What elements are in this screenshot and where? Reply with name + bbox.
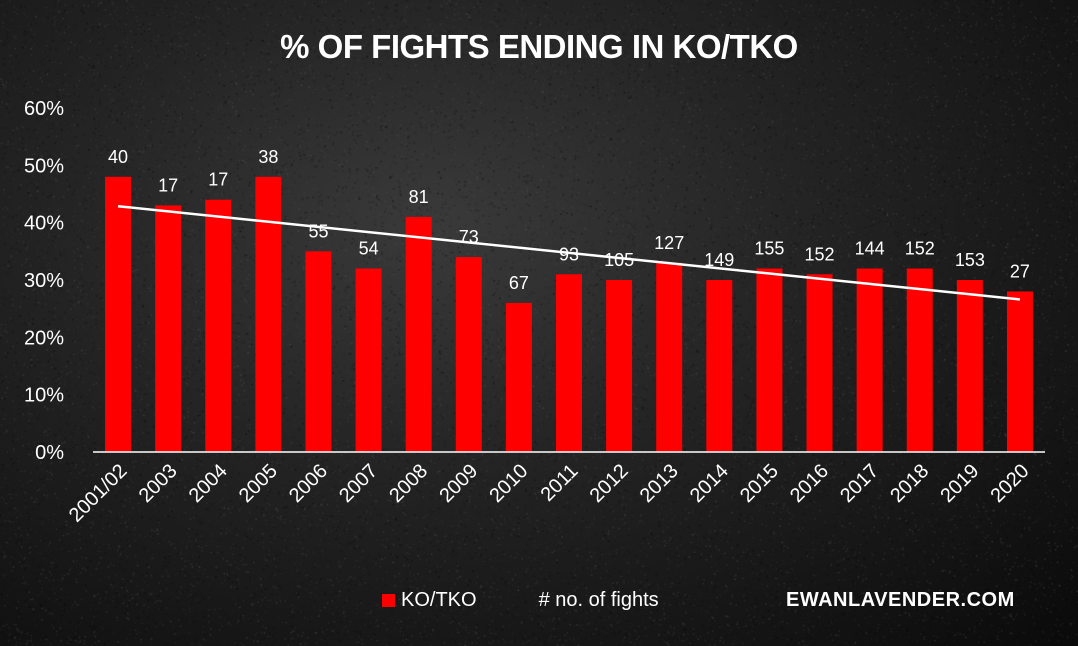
data-label: 40 — [108, 147, 128, 167]
legend-label-ko-tko: KO/TKO — [401, 589, 477, 611]
x-tick-label: 2010 — [485, 460, 532, 507]
legend-label-fight-count: # no. of fights — [538, 589, 659, 611]
site-watermark: EWANLAVENDER.COM — [786, 589, 1015, 611]
x-tick-label: 2012 — [586, 460, 633, 507]
bar — [305, 251, 332, 452]
data-label: 93 — [559, 244, 579, 264]
data-label: 54 — [359, 239, 379, 259]
bar — [405, 216, 432, 452]
y-tick-label: 10% — [24, 385, 64, 407]
bar — [706, 280, 733, 452]
bar — [355, 268, 382, 452]
data-label: 152 — [805, 244, 835, 264]
data-label: 155 — [754, 239, 784, 259]
x-tick-label: 2015 — [736, 460, 783, 507]
data-label: 17 — [158, 175, 178, 195]
x-tick-label: 2001/02 — [65, 460, 132, 527]
bar — [906, 268, 933, 452]
data-label: 27 — [1010, 261, 1030, 281]
data-label: 67 — [509, 273, 529, 293]
data-label: 153 — [955, 250, 985, 270]
x-tick-label: 2018 — [886, 460, 933, 507]
x-tick-label: 2011 — [537, 460, 583, 506]
data-label: 17 — [208, 170, 228, 190]
bar — [455, 257, 482, 452]
chart-title: % OF FIGHTS ENDING IN KO/TKO — [280, 28, 798, 65]
data-label: 105 — [604, 250, 634, 270]
y-tick-label: 60% — [24, 98, 64, 120]
y-tick-label: 30% — [24, 270, 64, 292]
data-label: 73 — [459, 227, 479, 247]
x-tick-label: 2020 — [986, 460, 1033, 507]
data-label: 127 — [654, 233, 684, 253]
bar — [1006, 291, 1033, 452]
x-tick-label: 2014 — [686, 460, 733, 507]
bar — [556, 274, 582, 452]
x-tick-label: 2013 — [636, 460, 683, 507]
data-label: 152 — [905, 239, 935, 259]
data-label: 144 — [855, 239, 885, 259]
bar — [255, 176, 282, 453]
legend: KO/TKO # no. of fights — [382, 589, 659, 612]
x-tick-label: 2019 — [936, 460, 983, 507]
x-tick-label: 2008 — [385, 460, 432, 507]
y-tick-label: 50% — [24, 155, 64, 177]
x-tick-label: 2007 — [335, 460, 382, 507]
bar — [155, 205, 182, 452]
x-tick-label: 2004 — [185, 460, 232, 507]
bar — [956, 280, 983, 452]
x-tick-label: 2003 — [135, 460, 182, 507]
bar — [856, 268, 883, 452]
x-tick-label: 2016 — [786, 460, 833, 507]
bar — [606, 280, 633, 452]
trendline — [117, 204, 1021, 301]
bar — [205, 199, 232, 452]
bar — [806, 274, 833, 452]
data-label: 38 — [258, 147, 278, 167]
y-tick-label: 40% — [24, 213, 64, 235]
y-tick-label: 20% — [24, 327, 64, 349]
x-tick-label: 2006 — [285, 460, 332, 507]
y-tick-label: 0% — [35, 442, 64, 464]
bar — [505, 302, 532, 452]
data-label: 55 — [308, 221, 328, 241]
bar — [105, 176, 132, 453]
legend-swatch-ko-tko — [382, 594, 395, 607]
data-label: 149 — [704, 250, 734, 270]
bar — [656, 262, 683, 452]
x-tick-label: 2017 — [836, 460, 883, 507]
x-tick-label: 2005 — [235, 460, 282, 507]
bar — [756, 268, 783, 452]
data-label: 81 — [409, 187, 429, 207]
x-tick-label: 2009 — [435, 460, 482, 507]
